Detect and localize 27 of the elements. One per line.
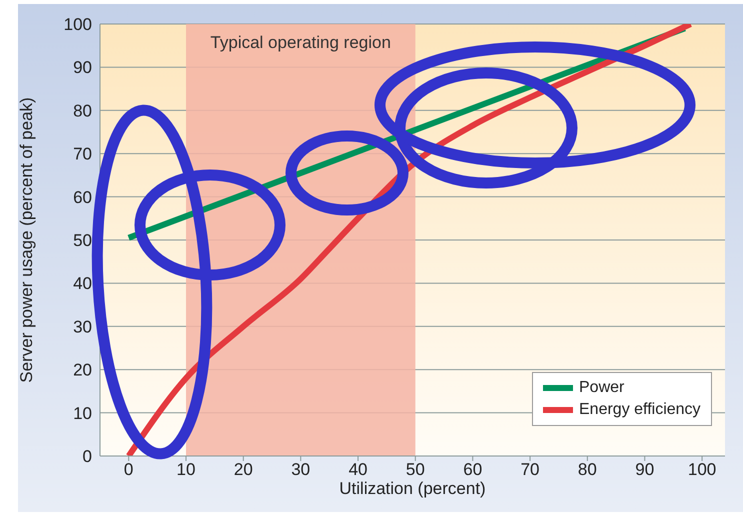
- x-axis-title: Utilization (percent): [339, 479, 486, 498]
- x-tick-label: 0: [124, 460, 134, 480]
- y-tick-label: 60: [73, 188, 92, 207]
- x-tick-label: 40: [348, 460, 368, 480]
- y-tick-label: 40: [73, 274, 92, 294]
- y-tick-label: 50: [73, 231, 92, 250]
- legend-label: Energy efficiency: [579, 400, 701, 420]
- x-tick-label: 70: [520, 460, 540, 480]
- y-tick-label: 30: [73, 317, 92, 336]
- y-tick-label: 100: [64, 15, 92, 34]
- x-tick-label: 20: [234, 460, 253, 480]
- y-tick-label: 0: [82, 447, 92, 466]
- x-tick-label: 90: [635, 460, 654, 480]
- band-label: Typical operating region: [210, 33, 391, 52]
- y-tick-label: 70: [73, 144, 92, 164]
- x-tick-label: 50: [406, 460, 425, 480]
- x-tick-label: 30: [291, 460, 310, 480]
- y-axis-title: Server power usage (percent of peak): [17, 97, 36, 383]
- y-tick-label: 10: [73, 404, 92, 423]
- y-tick-label: 90: [73, 58, 92, 78]
- x-tick-label: 80: [578, 460, 597, 480]
- y-tick-label: 20: [73, 360, 92, 380]
- x-tick-label: 10: [176, 460, 196, 480]
- x-tick-label: 60: [463, 460, 482, 480]
- legend-label: Power: [579, 378, 624, 398]
- y-tick-label: 80: [73, 101, 92, 120]
- x-tick-label: 100: [688, 460, 716, 480]
